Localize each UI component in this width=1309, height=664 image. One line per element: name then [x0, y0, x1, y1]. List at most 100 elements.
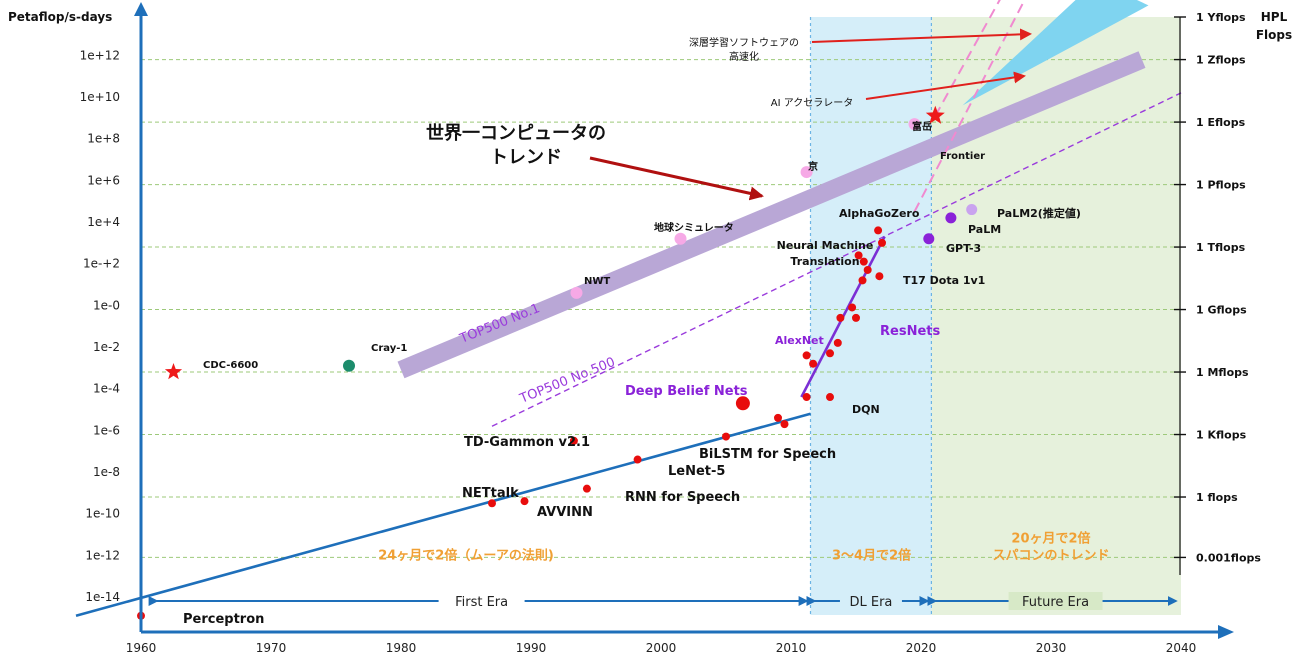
- era-backgrounds: [809, 17, 1181, 615]
- x-tick-label: 1980: [386, 641, 417, 655]
- world-top-computer-title: トレンド: [490, 147, 562, 168]
- software-annotation: 深層学習ソフトウェアの: [689, 36, 799, 49]
- point-label: NWT: [584, 276, 610, 287]
- point-label: Frontier: [940, 151, 985, 162]
- x-tick-label: 2010: [776, 641, 807, 655]
- right-tick-label: 1 Mflops: [1196, 366, 1249, 379]
- x-tick-label: 1990: [516, 641, 547, 655]
- point-label: BiLSTM for Speech: [699, 447, 836, 462]
- point-label: ResNets: [880, 324, 940, 339]
- y-tick-label: 1e-4: [93, 382, 120, 396]
- model-point: [774, 413, 782, 422]
- model-point: [874, 226, 883, 235]
- first-era-label: First Era: [455, 595, 508, 610]
- dl-era-panel: [810, 17, 932, 615]
- model-point: [863, 265, 872, 274]
- y-tick-label: 1e-8: [93, 465, 120, 479]
- model-point: [858, 276, 867, 285]
- software-annotation: 高速化: [729, 50, 759, 63]
- point-label: NETtalk: [462, 486, 519, 501]
- y-tick-label: 1e-+2: [83, 257, 120, 271]
- dl-era-label-bg: [839, 592, 902, 610]
- x-tick-label: 1960: [126, 641, 157, 655]
- model-point: [826, 393, 834, 402]
- nwt-point: [570, 286, 583, 299]
- era-note: 24ヶ月で2倍（ムーアの法則): [378, 547, 554, 563]
- point-label: Perceptron: [183, 612, 264, 627]
- point-label: 富岳: [912, 120, 932, 133]
- world-top-computer-title: 世界一コンピュータの: [426, 123, 606, 144]
- model-point: [488, 499, 496, 508]
- right-tick-label: 0.001flops: [1196, 551, 1261, 564]
- right-tick-label: 1 Gflops: [1196, 304, 1247, 317]
- model-point: [520, 497, 529, 506]
- cdc6600-star: [164, 363, 183, 380]
- x-tick-label: 2020: [906, 641, 937, 655]
- model-point: [582, 484, 591, 493]
- model-point: [852, 313, 860, 322]
- model-point: [848, 303, 857, 312]
- right-axis-title: HPL: [1261, 10, 1288, 24]
- x-tick-label: 2030: [1036, 641, 1067, 655]
- future-era-label: Future Era: [1022, 595, 1089, 610]
- point-label: AVVINN: [537, 505, 593, 520]
- point-label: Translation: [790, 255, 859, 268]
- model-point: [875, 272, 884, 281]
- point-label: Neural Machine: [777, 239, 874, 252]
- deep-belief-nets-point: [735, 396, 750, 411]
- model-point: [809, 359, 818, 368]
- model-point: [633, 455, 642, 464]
- right-axis-title: Flops: [1256, 28, 1292, 42]
- point-label: Deep Belief Nets: [625, 384, 748, 399]
- point-label: 地球シミュレータ: [654, 221, 734, 234]
- fugaku-point: [908, 118, 921, 131]
- point-label: CDC-6600: [203, 360, 258, 371]
- y-tick-label: 1e-0: [93, 298, 120, 312]
- x-tick-label: 2000: [646, 641, 677, 655]
- axes: [134, 2, 1234, 639]
- top500-no1-band: [397, 51, 1146, 379]
- top500-no500-label: TOP500 No.500: [517, 355, 618, 407]
- model-point: [569, 436, 578, 445]
- point-label: Cray-1: [371, 343, 407, 354]
- palm-point: [945, 212, 957, 224]
- y-axis-title: Petaflop/s-days: [8, 10, 112, 24]
- point-label: PaLM: [968, 223, 1001, 236]
- x-axis-arrow: [1218, 625, 1234, 639]
- model-point: [878, 238, 886, 247]
- point-label: RNN for Speech: [625, 490, 740, 505]
- model-point: [854, 251, 863, 260]
- model-point: [826, 349, 834, 358]
- y-tick-label: 1e+10: [80, 90, 120, 104]
- frontier-star: [925, 105, 945, 124]
- point-label: DQN: [852, 403, 880, 416]
- y-tick-label: 1e+6: [87, 173, 120, 187]
- y-tick-label: 1e-14: [85, 590, 120, 604]
- y-tick-label: 1e-6: [93, 423, 120, 437]
- model-point: [780, 420, 789, 429]
- point-label: 京: [808, 160, 818, 173]
- model-point: [836, 313, 845, 322]
- palm2-point: [966, 204, 978, 216]
- cray1-point: [343, 359, 355, 372]
- right-tick-label: 1 flops: [1196, 491, 1238, 504]
- model-point: [802, 351, 811, 360]
- point-label: GPT-3: [946, 242, 981, 255]
- era-note: スパコンのトレンド: [992, 548, 1109, 563]
- trend-line: [75, 412, 811, 618]
- point-label: TD-Gammon v2.1: [464, 435, 590, 450]
- labels: 1960 1970 1980 1990 2000 2010 2020 2030 2040 1e-1…: [8, 10, 1292, 655]
- model-point: [859, 257, 868, 266]
- dl-era-label: DL Era: [849, 595, 892, 610]
- right-tick-label: 1 Pflops: [1196, 179, 1246, 192]
- software-arrow: [811, 28, 1032, 43]
- model-point: [833, 338, 842, 347]
- accelerator-annotation: AI アクセラレータ: [771, 97, 853, 109]
- trend-arrow: [589, 156, 764, 201]
- marks: [137, 105, 978, 620]
- y-tick-label: 1e-2: [93, 340, 120, 354]
- y-tick-label: 1e-10: [85, 507, 120, 521]
- y-tick-label: 1e-12: [85, 548, 120, 562]
- top500-no500-line: [491, 92, 1182, 427]
